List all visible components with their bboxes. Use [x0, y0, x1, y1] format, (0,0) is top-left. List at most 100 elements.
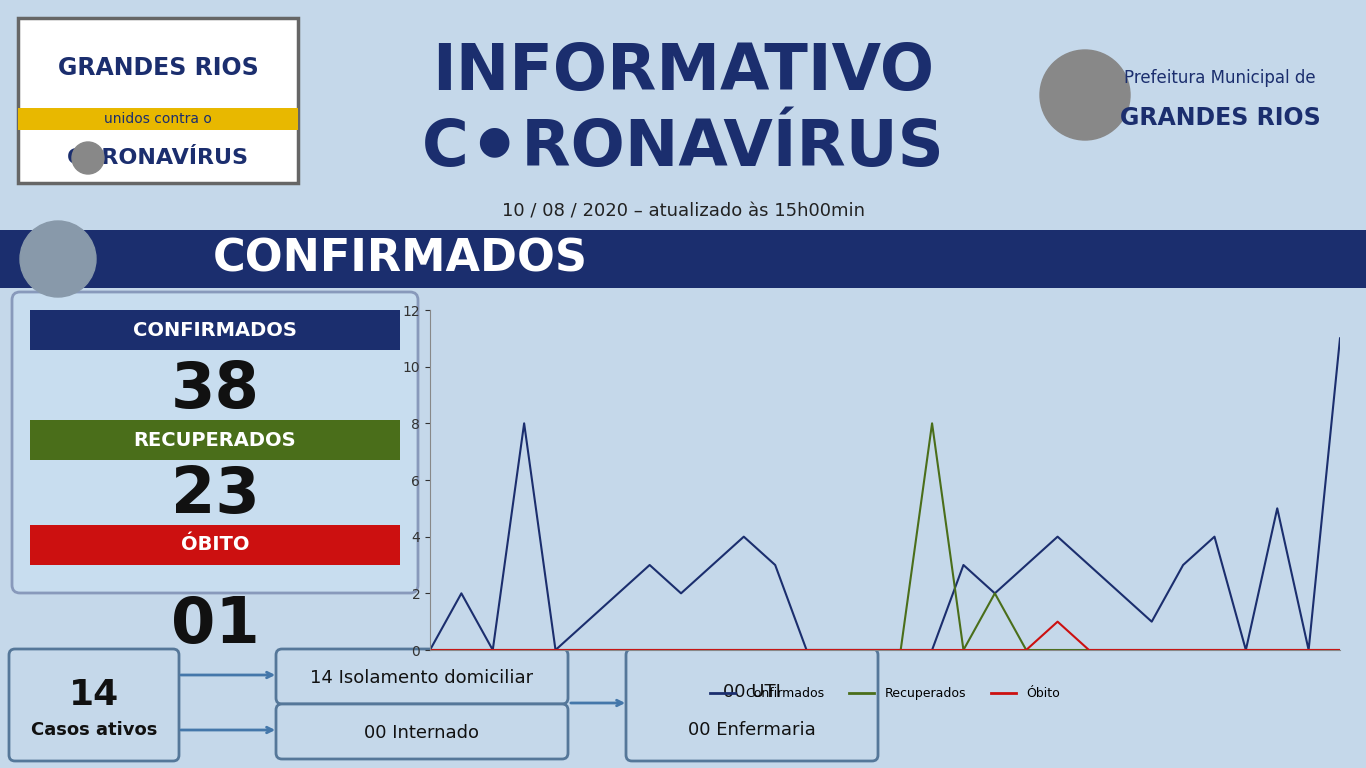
Recuperados [923, 419, 940, 428]
Óbito [892, 645, 908, 654]
FancyBboxPatch shape [12, 292, 418, 593]
Óbito [1112, 645, 1128, 654]
Recuperados [798, 645, 814, 654]
Text: 14: 14 [68, 678, 119, 712]
Text: CONFIRMADOS: CONFIRMADOS [133, 320, 296, 339]
Text: CONFIRMADOS: CONFIRMADOS [213, 237, 587, 280]
Óbito [736, 645, 753, 654]
Confirmados [579, 617, 596, 626]
Óbito [955, 645, 971, 654]
FancyBboxPatch shape [276, 704, 568, 759]
Confirmados [548, 645, 564, 654]
Confirmados [1049, 532, 1065, 541]
Confirmados [1018, 561, 1034, 570]
Recuperados [766, 645, 783, 654]
Óbito [579, 645, 596, 654]
Óbito [1081, 645, 1097, 654]
FancyBboxPatch shape [10, 649, 179, 761]
Confirmados [705, 561, 721, 570]
Circle shape [72, 142, 104, 174]
Circle shape [1040, 50, 1130, 140]
Recuperados [1175, 645, 1191, 654]
Óbito [705, 645, 721, 654]
Confirmados [454, 589, 470, 598]
Confirmados [986, 589, 1003, 598]
Recuperados [1300, 645, 1317, 654]
Recuperados [1049, 645, 1065, 654]
Bar [18, 108, 298, 130]
Confirmados [516, 419, 533, 428]
Recuperados [422, 645, 438, 654]
Legend: Confirmados, Recuperados, Óbito: Confirmados, Recuperados, Óbito [705, 682, 1064, 705]
Recuperados [1332, 645, 1348, 654]
Text: unidos contra o: unidos contra o [104, 112, 212, 126]
Óbito [1049, 617, 1065, 626]
FancyBboxPatch shape [18, 18, 298, 183]
Óbito [861, 645, 877, 654]
Text: ÓBITO: ÓBITO [180, 535, 249, 554]
Óbito [454, 645, 470, 654]
Recuperados [642, 645, 658, 654]
Óbito [516, 645, 533, 654]
Text: 23: 23 [171, 464, 260, 526]
Text: 38: 38 [171, 359, 260, 421]
Recuperados [955, 645, 971, 654]
Confirmados [1143, 617, 1160, 626]
Bar [0, 230, 1366, 288]
Confirmados [1206, 532, 1223, 541]
Recuperados [454, 645, 470, 654]
Text: C⚫RONAVÍRUS: C⚫RONAVÍRUS [422, 117, 944, 179]
Óbito [673, 645, 690, 654]
Recuperados [1269, 645, 1285, 654]
Óbito [1206, 645, 1223, 654]
Recuperados [1018, 645, 1034, 654]
Text: 14 Isolamento domiciliar: 14 Isolamento domiciliar [310, 669, 534, 687]
Recuperados [1081, 645, 1097, 654]
Text: GRANDES RIOS: GRANDES RIOS [57, 56, 258, 80]
Confirmados [1238, 645, 1254, 654]
Confirmados [798, 645, 814, 654]
Confirmados [673, 589, 690, 598]
Óbito [1238, 645, 1254, 654]
Text: GRANDES RIOS: GRANDES RIOS [1120, 106, 1321, 130]
Confirmados [1332, 334, 1348, 343]
Óbito [642, 645, 658, 654]
Recuperados [861, 645, 877, 654]
Óbito [422, 645, 438, 654]
Confirmados [642, 561, 658, 570]
Óbito [1143, 645, 1160, 654]
Confirmados [955, 561, 971, 570]
Confirmados [422, 645, 438, 654]
Recuperados [736, 645, 753, 654]
Confirmados [766, 561, 783, 570]
Recuperados [892, 645, 908, 654]
Óbito [548, 645, 564, 654]
Recuperados [516, 645, 533, 654]
Text: CORONAVÍRUS: CORONAVÍRUS [67, 148, 249, 168]
Text: 10 / 08 / 2020 – atualizado às 15h00min: 10 / 08 / 2020 – atualizado às 15h00min [501, 203, 865, 221]
Line: Óbito: Óbito [430, 621, 1340, 650]
Text: 00 UTI: 00 UTI [723, 683, 781, 701]
Text: INFORMATIVO: INFORMATIVO [432, 41, 934, 103]
Recuperados [673, 645, 690, 654]
Confirmados [1081, 561, 1097, 570]
Recuperados [1206, 645, 1223, 654]
Recuperados [485, 645, 501, 654]
Line: Confirmados: Confirmados [430, 339, 1340, 650]
Text: 00 Internado: 00 Internado [365, 724, 479, 742]
Confirmados [1175, 561, 1191, 570]
Recuperados [986, 589, 1003, 598]
Confirmados [923, 645, 940, 654]
Line: Recuperados: Recuperados [430, 423, 1340, 650]
Recuperados [705, 645, 721, 654]
Bar [30, 525, 400, 565]
Confirmados [892, 645, 908, 654]
FancyBboxPatch shape [276, 649, 568, 704]
Óbito [485, 645, 501, 654]
Confirmados [1300, 645, 1317, 654]
Confirmados [485, 645, 501, 654]
Confirmados [611, 589, 627, 598]
Recuperados [548, 645, 564, 654]
Recuperados [829, 645, 846, 654]
Óbito [798, 645, 814, 654]
